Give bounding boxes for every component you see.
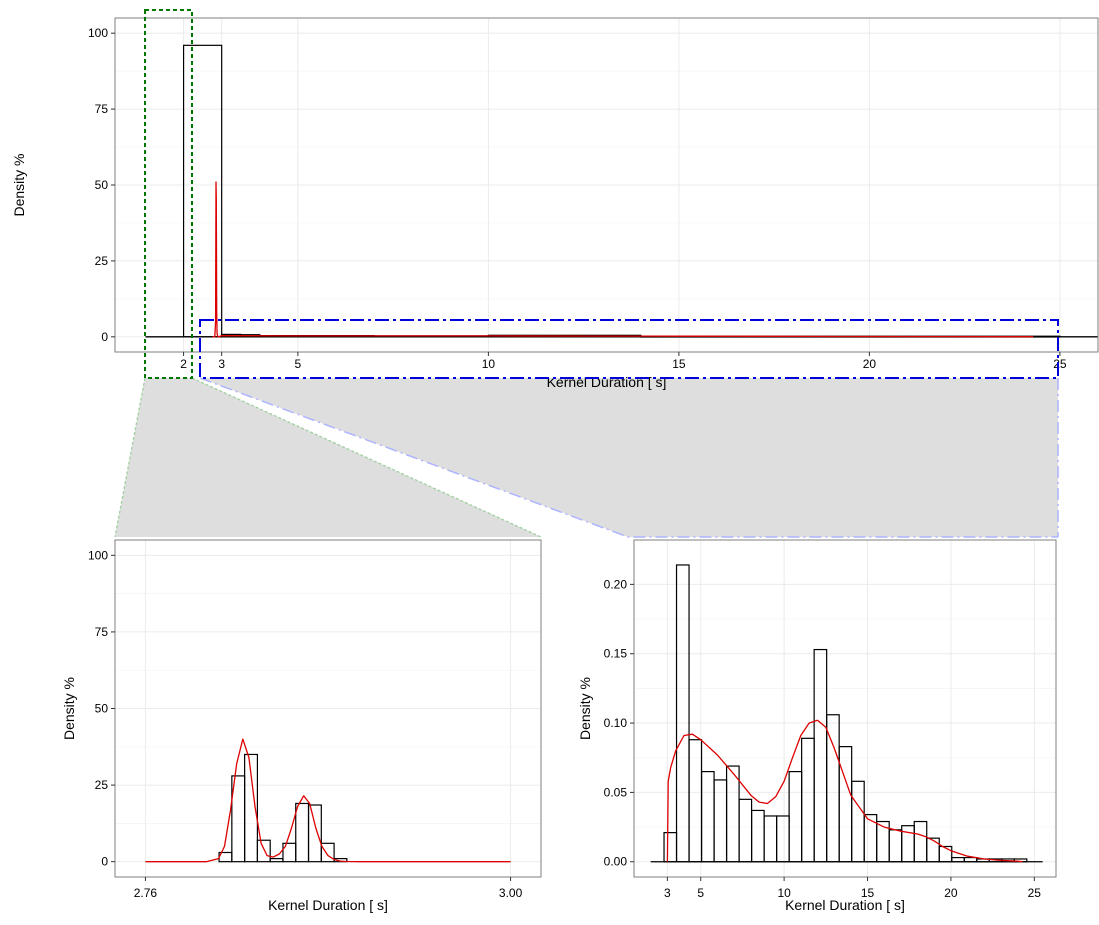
blue-zoom-edge-left (199, 377, 1058, 538)
histogram-bar (913, 820, 928, 863)
histogram-bar (788, 771, 803, 863)
histogram-bar (851, 780, 865, 863)
y-axis-title: Density % (11, 153, 27, 216)
x-axis-title: Kernel Duration [ s] (547, 374, 667, 390)
panel-border (633, 539, 1057, 878)
histogram-bar (750, 809, 765, 863)
histogram-bar (763, 815, 778, 863)
histogram-bar (725, 765, 740, 863)
zoom-boxes (144, 9, 1059, 379)
x-tick-label: 5 (697, 886, 704, 900)
x-tick-label: 3 (664, 886, 671, 900)
y-axis-title: Density % (61, 677, 77, 740)
x-tick-label: 15 (672, 357, 686, 371)
histogram-bar (700, 771, 715, 863)
x-tick-label: 3 (218, 357, 225, 371)
y-tick-label: 25 (95, 778, 109, 792)
histogram-bar (826, 714, 840, 863)
green-zoom-box (144, 9, 193, 379)
green-zoom-fill (115, 378, 541, 537)
histogram-bar (675, 564, 690, 863)
y-tick-label: 0.00 (604, 855, 628, 869)
histogram-bar (269, 858, 284, 863)
histogram-bar (244, 753, 259, 863)
x-tick-label: 2 (180, 357, 187, 371)
y-tick-label: 25 (95, 254, 109, 268)
histogram-bar (801, 737, 815, 863)
histogram-bar (663, 832, 678, 863)
zoom-connectors (114, 377, 1059, 538)
x-tick-label: 25 (1028, 886, 1042, 900)
x-axis-title: Kernel Duration [ s] (268, 897, 388, 913)
x-tick-label: 2.76 (134, 886, 158, 900)
y-tick-label: 0.10 (604, 716, 628, 730)
histogram-bar (813, 648, 828, 863)
density-curve (666, 719, 1023, 863)
histogram-bar (938, 845, 953, 863)
zoom-right-panel: 0.00 0.05 0.10 0.15 0.20 3 5 10 15 20 25 Kernel Dur… (577, 539, 1057, 913)
x-tick-label: 10 (482, 357, 496, 371)
histogram-bar (888, 829, 903, 863)
y-tick-label: 0 (101, 330, 108, 344)
x-tick-label: 10 (777, 886, 791, 900)
x-tick-label: 20 (863, 357, 877, 371)
y-tick-label: 100 (88, 548, 108, 562)
blue-zoom-box (199, 319, 1059, 379)
x-axis-title: Kernel Duration [ s] (785, 897, 905, 913)
y-tick-label: 50 (95, 178, 109, 192)
y-tick-label: 100 (88, 26, 108, 40)
density-curve (212, 181, 1034, 338)
histogram-bar (838, 746, 853, 863)
x-tick-label: 5 (295, 357, 302, 371)
x-tick-label: 15 (861, 886, 875, 900)
green-zoom-edge-right (191, 377, 542, 538)
green-zoom-edge-left (114, 377, 146, 538)
zoom-left-panel: 0 25 50 75 100 2.76 3.00 Kernel Duration [ s] De… (61, 539, 542, 913)
density-curve (145, 738, 511, 863)
y-tick-label: 0.20 (604, 577, 628, 591)
y-tick-label: 0.15 (604, 647, 628, 661)
histogram-bar (776, 815, 790, 863)
x-tick-label: 3.00 (499, 886, 523, 900)
x-tick-label: 25 (1053, 357, 1067, 371)
histogram-bar (926, 837, 940, 863)
histogram-bar (863, 813, 878, 863)
histogram-bar (295, 802, 310, 863)
histogram-bar (307, 804, 322, 863)
y-tick-label: 0 (101, 855, 108, 869)
blue-zoom-fill (200, 378, 1058, 537)
x-tick-label: 20 (944, 886, 958, 900)
y-tick-label: 75 (95, 625, 109, 639)
histogram-bar (256, 839, 271, 863)
histogram-bar (182, 44, 223, 338)
y-axis-title: Density % (577, 677, 593, 740)
y-tick-label: 0.05 (604, 785, 628, 799)
y-tick-label: 50 (95, 702, 109, 716)
y-tick-label: 75 (95, 102, 109, 116)
histogram-bar (320, 842, 335, 863)
overview-panel: 0 25 50 75 100 2 3 5 10 15 20 25 Kernel Duration [ s… (11, 17, 1099, 390)
histogram-bar (738, 798, 753, 863)
